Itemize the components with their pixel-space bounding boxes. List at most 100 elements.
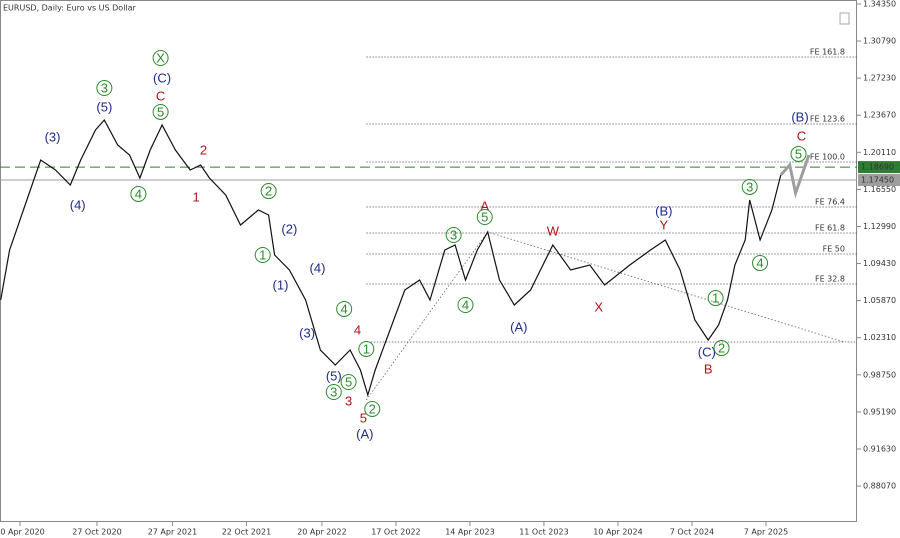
chart-title: EURUSD, Daily: Euro vs US Dollar — [3, 4, 137, 13]
wave-label: 3 — [345, 393, 352, 408]
wave-circle — [445, 227, 462, 244]
wave-circle — [752, 255, 769, 272]
wave-label: 5 — [157, 104, 164, 119]
wave-label: (3) — [45, 129, 61, 144]
wave-circle — [457, 297, 474, 314]
x-tick-label: 27 Oct 2020 — [72, 528, 121, 537]
trend-line — [365, 231, 845, 401]
y-tick-label: 1.16550 — [863, 185, 896, 194]
price-tag — [858, 161, 900, 174]
y-tick-label: 1.34350 — [863, 0, 896, 8]
wave-label: C — [156, 88, 165, 103]
wave-circle — [340, 373, 357, 390]
y-tick-label: 0.98750 — [863, 370, 896, 379]
wave-circle — [713, 340, 730, 357]
wave-circle — [152, 103, 169, 120]
wave-label: X — [156, 50, 165, 65]
wave-label: 1 — [712, 290, 719, 305]
wave-label: (1) — [273, 277, 289, 292]
wave-label: 1 — [363, 341, 370, 356]
y-tick-label: 0.88070 — [863, 482, 896, 491]
wave-label: C — [797, 128, 806, 143]
wave-label: 3 — [450, 227, 457, 242]
projection — [779, 154, 811, 199]
wave-label: (C) — [153, 70, 171, 85]
x-tick-label: 11 Oct 2023 — [519, 528, 568, 537]
y-tick-label: 1.20110 — [863, 148, 896, 157]
wave-label: 4 — [462, 297, 469, 312]
fib-label: FE 100.0 — [810, 152, 845, 161]
x-tick-label: 7 Apr 2025 — [744, 528, 788, 537]
wave-label: Y — [660, 217, 669, 232]
wave-label: 1 — [259, 247, 266, 262]
fib-label: FE 61.8 — [815, 224, 845, 233]
wave-circle — [707, 290, 724, 307]
wave-circle — [358, 340, 375, 357]
wave-label: A — [480, 198, 489, 213]
wave-label: (5) — [96, 99, 112, 114]
wave-circle — [260, 183, 277, 200]
wave-label: (C) — [698, 344, 716, 359]
x-tick-label: 22 Oct 2021 — [222, 528, 271, 537]
plot-frame — [0, 0, 857, 522]
y-tick-label: 1.27230 — [863, 74, 896, 83]
wave-label: 4 — [135, 186, 142, 201]
wave-label: (4) — [310, 260, 326, 275]
wave-label: 2 — [369, 401, 376, 416]
wave-label: 2 — [265, 183, 272, 198]
wave-label: 1 — [193, 189, 200, 204]
fib-label: FE 32.8 — [815, 274, 845, 283]
panel-icon[interactable] — [839, 12, 850, 25]
wave-label: 5 — [345, 374, 352, 389]
wave-label: 3 — [330, 384, 337, 399]
x-tick-label: 17 Oct 2022 — [371, 528, 420, 537]
wave-label: 5 — [360, 410, 367, 425]
wave-label: 3 — [101, 80, 108, 95]
wave-label: 2 — [200, 142, 207, 157]
y-tick-label: 1.12990 — [863, 222, 896, 231]
x-tick-label: 27 Apr 2021 — [148, 528, 197, 537]
wave-label: (2) — [281, 221, 297, 236]
wave-label: 5 — [481, 209, 488, 224]
wave-label: (3) — [299, 325, 315, 340]
wave-label: 4 — [354, 322, 361, 337]
price-tag — [858, 174, 900, 187]
wave-label: W — [547, 223, 560, 238]
y-tick-label: 1.23670 — [863, 111, 896, 120]
x-tick-label: 7 Oct 2024 — [670, 528, 714, 537]
y-tick-label: 1.09430 — [863, 259, 896, 268]
wave-label: (5) — [326, 368, 342, 383]
x-tick-label: 20 Apr 2022 — [297, 528, 346, 537]
wave-label: 4 — [341, 301, 348, 316]
wave-label: (A) — [356, 426, 373, 441]
x-tick-label: 30 Apr 2020 — [0, 528, 45, 537]
wave-circle — [325, 383, 342, 400]
wave-circle — [254, 247, 271, 264]
wave-label: 4 — [756, 255, 763, 270]
x-tick-label: 14 Apr 2023 — [445, 528, 494, 537]
wave-label: 3 — [746, 179, 753, 194]
wave-label: X — [594, 299, 603, 314]
wave-circle — [130, 185, 147, 202]
price-line-series — [0, 118, 782, 398]
wave-label: 2 — [718, 340, 725, 355]
wave-label: (A) — [510, 319, 527, 334]
price-tag-label: 1.17450 — [861, 176, 894, 185]
wave-label: (4) — [70, 197, 86, 212]
wave-circle — [790, 145, 807, 162]
y-tick-label: 1.30790 — [863, 37, 896, 46]
x-tick-label: 10 Apr 2024 — [593, 528, 642, 537]
fib-label: FE 123.6 — [810, 114, 845, 123]
wave-circle — [476, 208, 493, 225]
wave-circle — [152, 50, 169, 67]
fib-label: FE 76.4 — [815, 197, 845, 206]
y-tick-label: 1.02310 — [863, 333, 896, 342]
wave-label: 5 — [795, 146, 802, 161]
wave-label: B — [704, 361, 713, 376]
y-tick-label: 1.05870 — [863, 296, 896, 305]
wave-label: (B) — [655, 203, 672, 218]
wave-label: (B) — [791, 109, 808, 124]
price-tag-label: 1.18690 — [861, 163, 894, 172]
wave-circle — [336, 300, 353, 317]
